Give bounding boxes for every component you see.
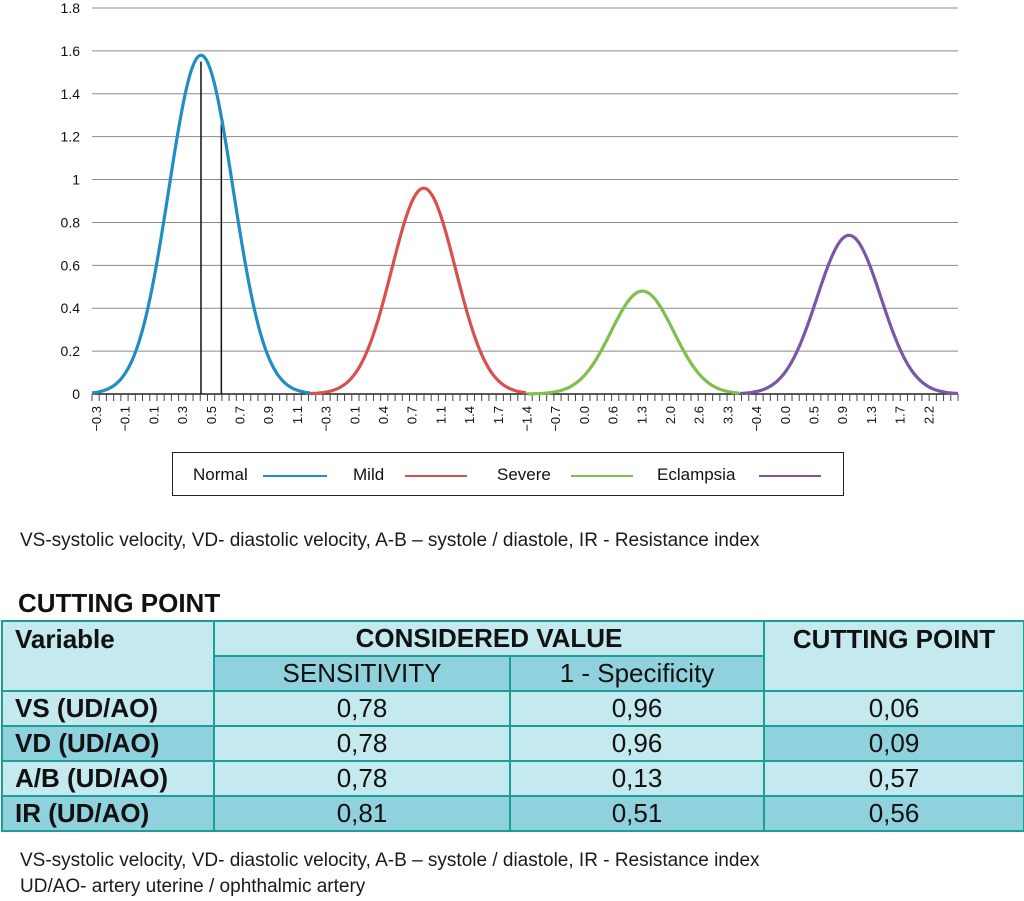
x-tick-label: −0.1 [118, 406, 133, 432]
legend-label-normal: Normal [193, 465, 248, 484]
series-line-eclampsia [739, 233, 959, 396]
x-tick-label: 1.7 [491, 406, 506, 424]
cutting-point-table: Variable CONSIDERED VALUE CUTTING POINT … [1, 620, 1024, 832]
x-tick-label: 2.6 [692, 406, 707, 424]
x-tick-label: 2.2 [921, 406, 936, 424]
row-cutting: 0,09 [763, 725, 1024, 762]
distribution-chart: 1.8 1.6 1.4 1.2 1 0.8 0.6 0.4 0.2 0 −0.3 −0.1 0.1 0.… [61, 0, 959, 432]
legend-swatch-mild [405, 475, 467, 477]
table-header-row: Variable CONSIDERED VALUE CUTTING POINT [1, 620, 1024, 692]
header-variable: Variable [1, 620, 215, 692]
row-variable: A/B (UD/AO) [1, 760, 215, 797]
x-tick-label: 0.4 [376, 406, 391, 424]
y-tick-label: 0.4 [61, 300, 81, 316]
y-tick-label: 0 [72, 386, 80, 402]
series-curves [91, 53, 959, 396]
y-tick-label: 1.4 [61, 86, 81, 102]
x-axis-tick-labels: −0.3 −0.1 0.1 0.3 0.5 0.7 0.9 1.1 −0.3 0.1 0.4 0.7 1… [89, 406, 936, 432]
legend-swatch-severe [571, 475, 633, 477]
x-tick-label: 0.5 [204, 406, 219, 424]
row-specificity: 0,51 [509, 795, 765, 832]
series-line-severe [527, 289, 740, 396]
x-tick-label: 0.1 [146, 406, 161, 424]
table-row: IR (UD/AO) 0,81 0,51 0,56 [1, 795, 1024, 832]
x-tick-label: 0.3 [175, 406, 190, 424]
legend-swatch-eclampsia [759, 475, 821, 477]
x-tick-label: 1.3 [634, 406, 649, 424]
x-tick-label: −1.4 [520, 406, 535, 432]
y-tick-label: 0.8 [61, 214, 81, 230]
x-tick-label: 0.1 [347, 406, 362, 424]
chart-legend: Normal Mild Severe Eclampsia [172, 452, 844, 496]
chart-gridlines [92, 7, 958, 352]
row-specificity: 0,13 [509, 760, 765, 797]
header-specificity: 1 - Specificity [509, 655, 765, 692]
row-sensitivity: 0,78 [213, 690, 511, 727]
row-cutting: 0,56 [763, 795, 1024, 832]
x-tick-label: 2.0 [663, 406, 678, 424]
row-sensitivity: 0,78 [213, 725, 511, 762]
y-tick-label: 1.2 [61, 129, 81, 145]
series-line-mild [309, 186, 527, 396]
x-tick-label: 0.7 [405, 406, 420, 424]
y-tick-label: 1.6 [61, 43, 81, 59]
x-tick-label: 1.4 [462, 406, 477, 424]
header-considered-value: CONSIDERED VALUE [213, 620, 765, 657]
row-specificity: 0,96 [509, 690, 765, 727]
x-tick-label: −0.7 [548, 406, 563, 432]
y-tick-label: 0.6 [61, 257, 81, 273]
x-tick-label: 0.9 [835, 406, 850, 424]
header-sensitivity: SENSITIVITY [213, 655, 511, 692]
table-row: A/B (UD/AO) 0,78 0,13 0,57 [1, 760, 1024, 797]
x-tick-label: 1.3 [864, 406, 879, 424]
legend-label-severe: Severe [497, 465, 551, 484]
header-cutting-point: CUTTING POINT [763, 620, 1024, 692]
row-variable: VS (UD/AO) [1, 690, 215, 727]
table-subheader-row: SENSITIVITY 1 - Specificity [2, 655, 1024, 692]
x-tick-label: 0.9 [261, 406, 276, 424]
row-cutting: 0,06 [763, 690, 1024, 727]
table-caption-abbreviation: UD/AO- artery uterine / ophthalmic arter… [20, 876, 366, 897]
y-axis-tick-labels: 1.8 1.6 1.4 1.2 1 0.8 0.6 0.4 0.2 0 [61, 0, 81, 402]
table-row: VD (UD/AO) 0,78 0,96 0,09 [1, 725, 1024, 762]
row-sensitivity: 0,78 [213, 760, 511, 797]
x-tick-label: 1.1 [433, 406, 448, 424]
row-variable: VD (UD/AO) [1, 725, 215, 762]
x-tick-label: 0.5 [807, 406, 822, 424]
chart-caption: VS-systolic velocity, VD- diastolic velo… [20, 530, 760, 551]
row-variable: IR (UD/AO) [1, 795, 215, 832]
x-tick-label: 0.0 [577, 406, 592, 424]
y-tick-label: 1 [72, 172, 80, 188]
x-tick-label: 0.0 [778, 406, 793, 424]
x-tick-label: −0.4 [749, 406, 764, 432]
legend-label-eclampsia: Eclampsia [657, 465, 736, 484]
x-tick-label: 3.3 [720, 406, 735, 424]
y-tick-label: 0.2 [61, 343, 81, 359]
series-line-normal [91, 53, 311, 395]
x-axis [91, 393, 959, 401]
x-tick-label: −0.3 [319, 406, 334, 432]
y-tick-label: 1.8 [61, 0, 81, 16]
legend-label-mild: Mild [353, 465, 385, 484]
legend-swatch-normal [263, 475, 327, 477]
x-tick-label: 0.6 [606, 406, 621, 424]
table-caption-definitions: VS-systolic velocity, VD- diastolic velo… [20, 850, 760, 871]
x-tick-label: −0.3 [89, 406, 104, 432]
x-tick-label: 0.7 [233, 406, 248, 424]
table-row: VS (UD/AO) 0,78 0,96 0,06 [1, 690, 1024, 727]
table-title: CUTTING POINT [18, 588, 221, 618]
row-specificity: 0,96 [509, 725, 765, 762]
row-sensitivity: 0,81 [213, 795, 511, 832]
cutting-point-markers [200, 61, 223, 394]
row-cutting: 0,57 [763, 760, 1024, 797]
x-tick-label: 1.7 [893, 406, 908, 424]
x-tick-label: 1.1 [290, 406, 305, 424]
